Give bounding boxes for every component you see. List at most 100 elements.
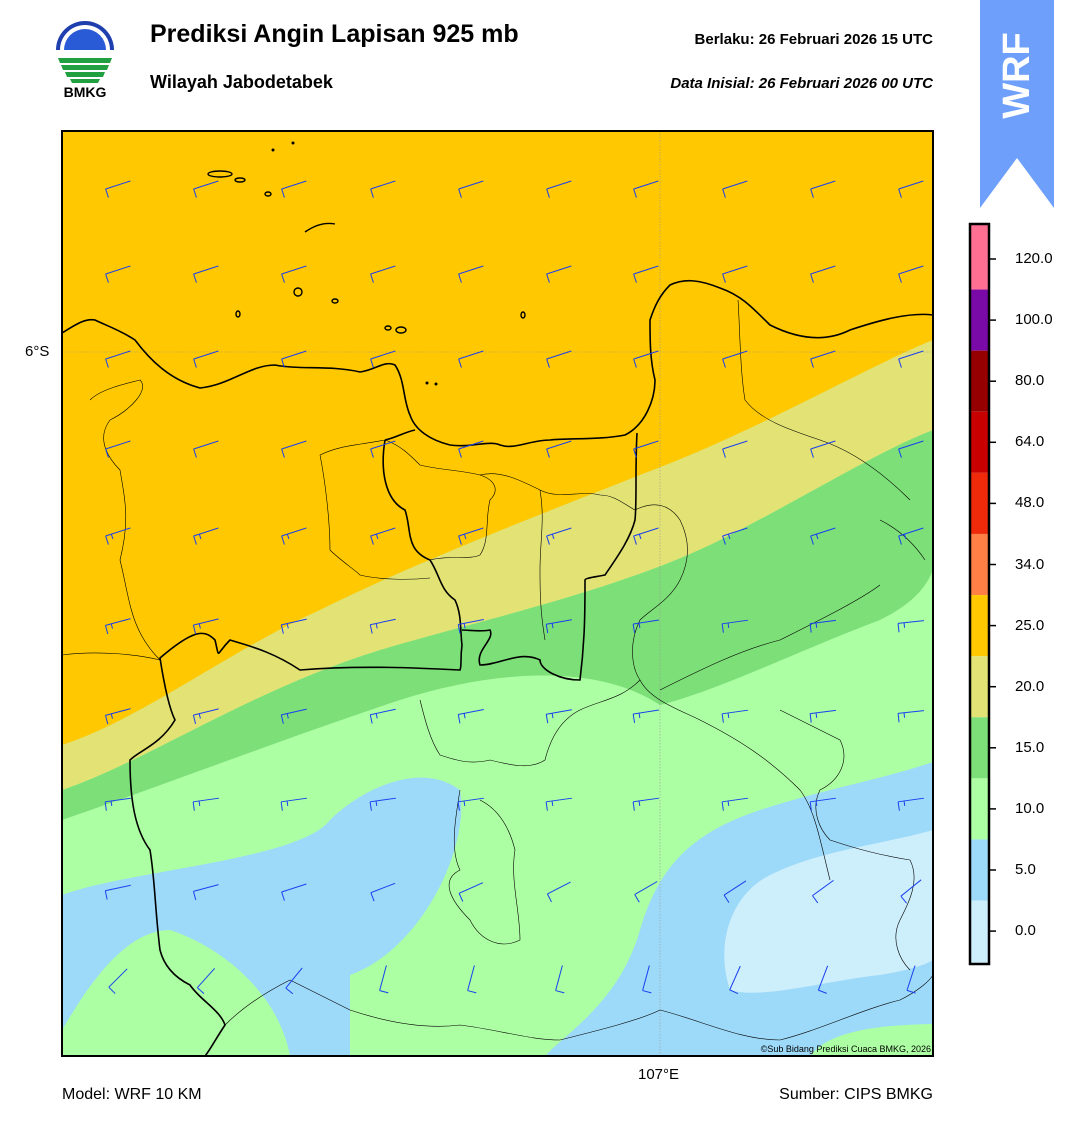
colorbar-segment — [970, 900, 989, 964]
wind-barb — [281, 180, 307, 198]
wind-barb — [632, 619, 659, 634]
island — [520, 311, 526, 319]
wind-barb — [634, 881, 658, 903]
wind-barb — [280, 708, 307, 724]
wind-barb — [545, 619, 572, 634]
island — [434, 382, 438, 386]
wind-barb — [809, 619, 836, 633]
wind-barb — [898, 265, 924, 283]
wind-barb — [369, 708, 396, 724]
wind-barb — [722, 180, 748, 198]
colorbar-segment — [970, 350, 989, 412]
wind-barb — [721, 619, 748, 633]
wind-barb — [810, 527, 836, 545]
colorbar-segment — [970, 778, 989, 840]
bmkg-logo-icon — [56, 21, 114, 83]
wind-barb — [809, 709, 836, 723]
colorbar-frame — [968, 222, 991, 966]
wind-barb — [457, 709, 484, 724]
wind-barb — [723, 880, 747, 903]
wind-barb — [897, 710, 924, 723]
wind-barb — [898, 440, 924, 458]
wind-barb — [898, 180, 924, 198]
wind-barb — [370, 527, 396, 545]
wind-barb — [898, 350, 924, 368]
wind-barb — [105, 440, 131, 458]
wind-barbs — [104, 180, 924, 995]
wrf-badge — [980, 0, 1054, 208]
colorbar-segment — [970, 717, 989, 779]
island — [234, 177, 246, 183]
wind-barb — [555, 965, 565, 994]
colorbar-segment — [970, 411, 989, 473]
wind-barb — [193, 527, 219, 545]
colorbar-tick-label: 10.0 — [1015, 799, 1045, 817]
wind-barb — [642, 965, 652, 994]
province-boundary — [461, 432, 638, 681]
wind-barb — [193, 265, 219, 283]
wind-barb — [545, 797, 572, 811]
colorbar-tick-label: 48.0 — [1015, 494, 1045, 512]
wind-barb — [546, 265, 572, 283]
wind-barb — [192, 884, 219, 901]
wind-barb — [192, 797, 219, 811]
colorbar-segment — [970, 839, 989, 901]
wind-barb — [722, 527, 748, 545]
wind-barb — [281, 350, 307, 368]
wind-barb — [457, 619, 484, 634]
wind-barb — [370, 440, 396, 458]
province-boundary — [129, 439, 463, 1057]
latitude-label: 6°S — [25, 343, 50, 360]
wind-barb — [810, 180, 836, 198]
wind-barb — [281, 883, 307, 901]
wind-barb — [898, 527, 924, 545]
wind-barb — [458, 180, 484, 198]
wind-barb — [810, 440, 836, 458]
island — [235, 310, 241, 318]
wind-barb — [104, 618, 131, 635]
wind-barb — [633, 527, 659, 545]
island — [331, 298, 339, 304]
wind-barb — [458, 882, 484, 902]
wind-barb — [105, 350, 131, 368]
wind-barb — [193, 180, 219, 198]
wind-barb — [722, 265, 748, 283]
wind-barb — [721, 797, 748, 811]
colorbar-segment — [970, 224, 989, 290]
wind-barb — [281, 527, 307, 545]
band-34-48 — [62, 131, 933, 745]
page-subtitle: Wilayah Jabodetabek — [150, 72, 333, 92]
valid-time: Berlaku: 26 Februari 2026 15 UTC — [694, 31, 933, 48]
wind-barb — [105, 527, 131, 545]
wind-barb — [458, 440, 484, 458]
wind-barb — [370, 882, 396, 902]
wind-barb — [545, 709, 572, 724]
wind-barb — [281, 265, 307, 283]
wind-barb — [458, 350, 484, 368]
band-15-20-corner — [810, 1024, 933, 1056]
wind-barb — [370, 265, 396, 283]
colorbar-tick-label: 5.0 — [1015, 861, 1036, 878]
colorbar-tick-label: 15.0 — [1015, 738, 1045, 756]
colorbar-tick-label: 64.0 — [1015, 433, 1045, 451]
colorbar-tick-label: 80.0 — [1015, 372, 1045, 390]
wind-barb — [458, 527, 484, 545]
wind-barb — [108, 968, 128, 994]
regency-boundaries — [61, 299, 934, 1041]
wind-barb — [546, 350, 572, 368]
colorbar-tick-label: 25.0 — [1015, 616, 1045, 634]
wind-barb — [632, 709, 659, 724]
colorbar-segment — [970, 656, 989, 718]
wind-barb — [192, 708, 219, 724]
wind-barb — [369, 618, 396, 634]
model-label: Model: WRF 10 KM — [62, 1086, 202, 1103]
wind-barb — [810, 265, 836, 283]
copyright-text: ©Sub Bidang Prediksi Cuaca BMKG, 2026 — [760, 1044, 931, 1054]
band-20-25 — [62, 430, 933, 820]
colorbar-tick-label: 20.0 — [1015, 677, 1045, 695]
wind-barb — [280, 618, 307, 634]
wind-barb — [370, 350, 396, 368]
source-label: Sumber: CIPS BMKG — [779, 1086, 933, 1103]
wind-barb — [285, 967, 303, 995]
